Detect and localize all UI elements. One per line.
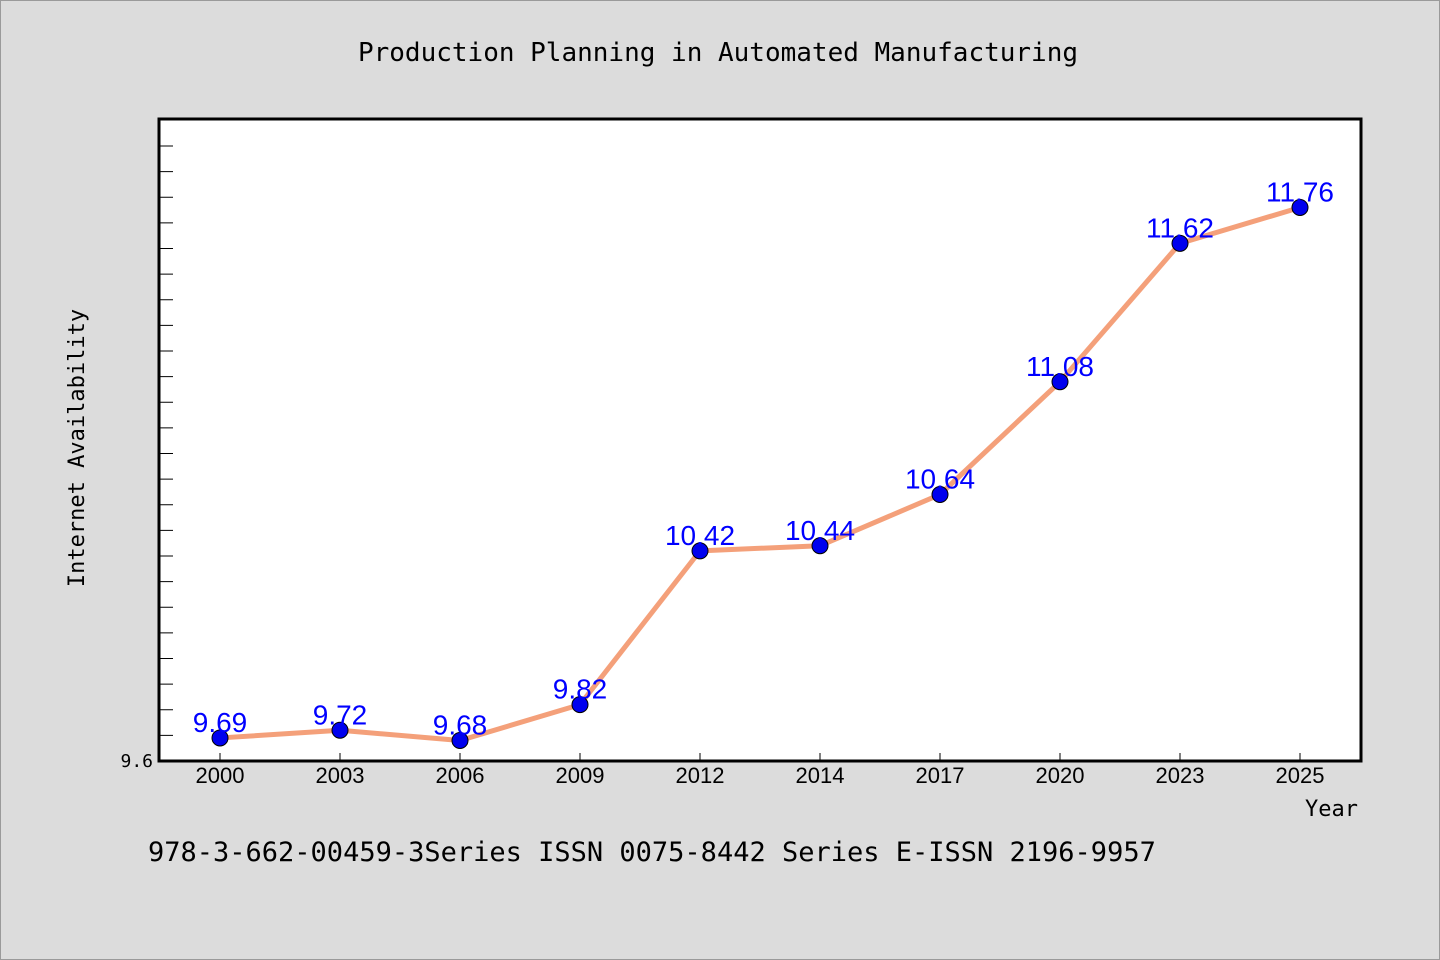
data-label: 10.42 — [665, 520, 735, 551]
data-point[interactable] — [1171, 234, 1189, 252]
y-axis-ticks — [159, 145, 173, 736]
data-label: 11.08 — [1026, 351, 1094, 382]
x-tick-label: 2020 — [1036, 763, 1085, 788]
plot-area — [157, 117, 1363, 763]
x-tick-label: 2012 — [676, 763, 725, 788]
data-point[interactable] — [451, 732, 469, 749]
y-axis-tick-labels: 9.6 — [120, 751, 153, 772]
data-label: 9.82 — [553, 674, 608, 705]
data-point[interactable] — [811, 537, 829, 555]
x-axis-label: Year — [1305, 797, 1358, 822]
series-line — [219, 205, 1301, 743]
x-tick-label: 2006 — [436, 763, 485, 788]
footer-isbn-issn: 978-3-662-00459-3Series ISSN 0075-8442 S… — [148, 837, 1156, 868]
x-tick-label: 2003 — [316, 763, 365, 788]
data-point[interactable] — [691, 542, 709, 560]
y-axis-label: Internet Availability — [65, 309, 90, 587]
data-label: 9.68 — [433, 710, 488, 741]
data-point[interactable] — [211, 729, 229, 747]
data-label: 9.72 — [313, 699, 368, 730]
x-tick-label: 2009 — [556, 763, 605, 788]
data-label: 11.76 — [1266, 177, 1334, 208]
x-tick-label: 2014 — [796, 763, 845, 788]
x-tick-label: 2023 — [1156, 763, 1205, 788]
data-point[interactable] — [571, 696, 589, 714]
series-group: 9.69 9.72 9.68 9.82 10.42 10.44 10.64 11.08 11.6… — [193, 177, 1334, 749]
y-tick-label: 9.6 — [120, 751, 153, 772]
data-point[interactable] — [331, 721, 349, 739]
data-label: 11.62 — [1146, 212, 1214, 243]
x-tick-label: 2025 — [1276, 763, 1325, 788]
x-axis-ticks — [219, 753, 1301, 761]
data-label: 10.44 — [785, 515, 855, 546]
data-label: 9.69 — [193, 707, 248, 738]
data-point[interactable] — [1291, 199, 1309, 216]
data-point[interactable] — [1051, 373, 1069, 391]
x-axis-tick-labels: 2000 2003 2006 2009 2012 2014 2017 2020 2023 2025 — [196, 763, 1325, 788]
data-label: 10.64 — [905, 464, 975, 495]
x-tick-label: 2000 — [196, 763, 245, 788]
data-point[interactable] — [931, 486, 949, 503]
chart-title: Production Planning in Automated Manufac… — [358, 38, 1078, 68]
x-tick-label: 2017 — [916, 763, 965, 788]
